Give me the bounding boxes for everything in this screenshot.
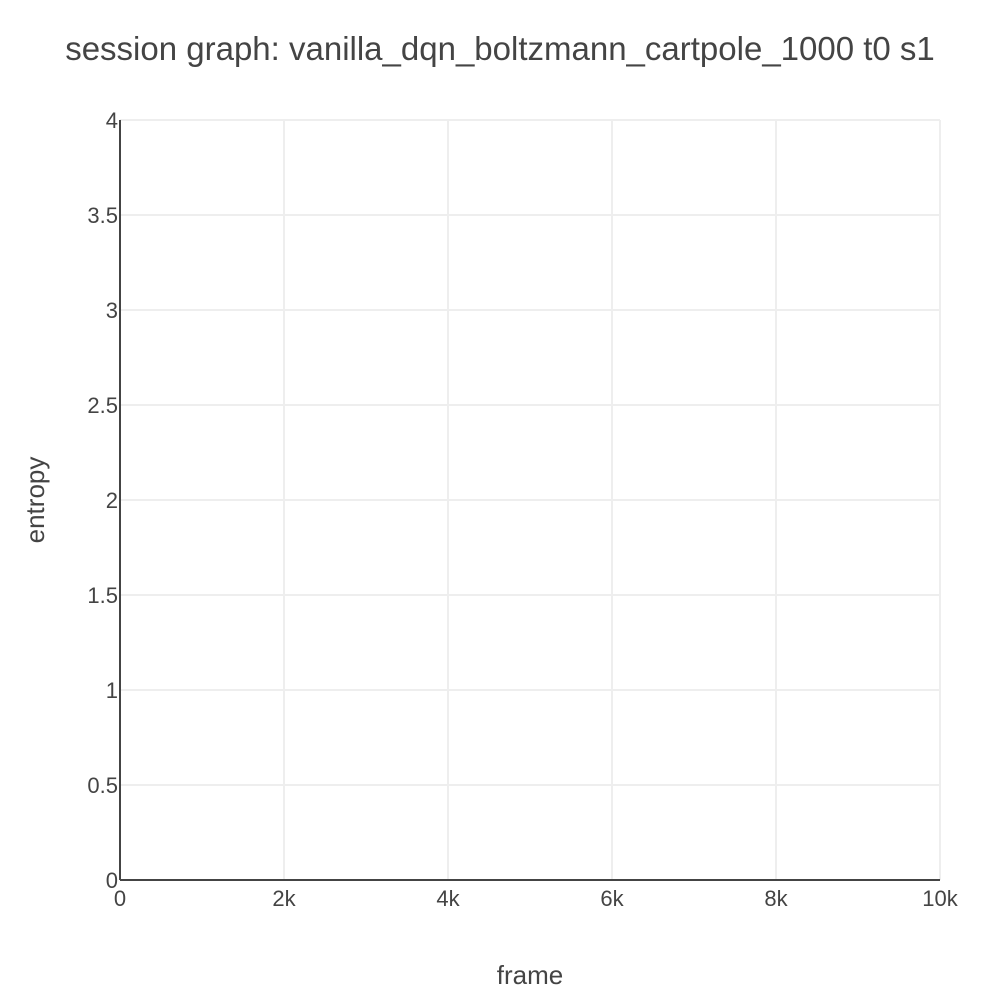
grid-layer bbox=[120, 119, 941, 880]
x-tick-label: 10k bbox=[922, 886, 958, 911]
x-tick-label: 2k bbox=[272, 886, 296, 911]
x-tick-label: 4k bbox=[436, 886, 460, 911]
tick-labels: 0 2k 4k 6k 8k 10k 0 0.5 1 1.5 2 2.5 3 3.5 4 bbox=[87, 108, 958, 911]
y-tick-label: 3 bbox=[106, 298, 118, 323]
y-tick-label: 4 bbox=[106, 108, 118, 133]
x-tick-label: 0 bbox=[114, 886, 126, 911]
y-axis-label: entropy bbox=[20, 457, 50, 544]
y-tick-label: 3.5 bbox=[87, 203, 118, 228]
y-tick-label: 1 bbox=[106, 678, 118, 703]
y-tick-label: 2.5 bbox=[87, 393, 118, 418]
y-tick-label: 0 bbox=[106, 868, 118, 893]
y-tick-label: 1.5 bbox=[87, 583, 118, 608]
y-tick-label: 0.5 bbox=[87, 773, 118, 798]
axis-layer bbox=[119, 120, 940, 881]
x-tick-label: 6k bbox=[600, 886, 624, 911]
x-axis-label: frame bbox=[497, 960, 563, 990]
x-tick-label: 8k bbox=[764, 886, 788, 911]
chart-title: session graph: vanilla_dqn_boltzmann_car… bbox=[65, 30, 935, 67]
y-tick-label: 2 bbox=[106, 488, 118, 513]
